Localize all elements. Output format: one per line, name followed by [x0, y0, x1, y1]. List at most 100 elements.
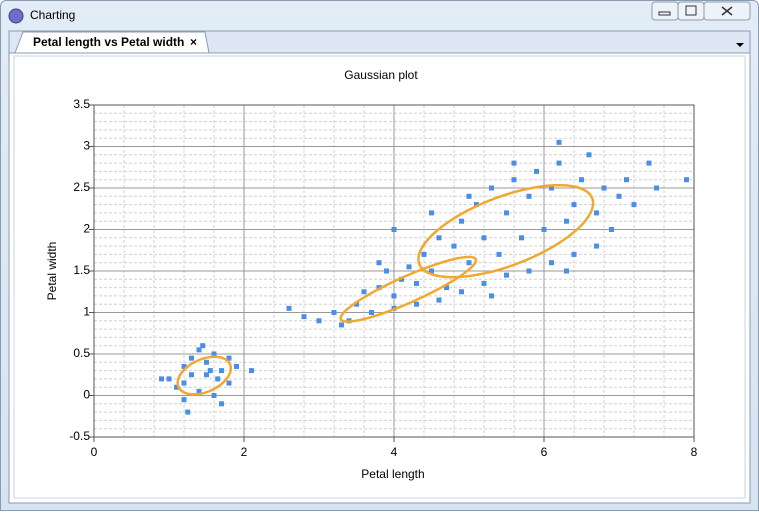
point [631, 202, 637, 208]
point [556, 139, 562, 145]
point [481, 235, 487, 241]
point [489, 185, 494, 191]
point [601, 185, 607, 191]
plot-frame [93, 104, 695, 438]
point [609, 227, 614, 232]
x-axis-label: Petal length [361, 467, 424, 481]
point [511, 160, 517, 166]
point [226, 380, 232, 386]
point [549, 260, 554, 266]
y-tick-label: 3.5 [73, 97, 90, 111]
y-tick-label: -0.5 [69, 429, 90, 443]
point [571, 202, 577, 208]
window-buttons[interactable] [651, 1, 751, 21]
point [211, 393, 217, 398]
point [181, 363, 187, 369]
point [594, 210, 599, 216]
point [459, 218, 464, 224]
chart-title: Gaussian plot [344, 68, 418, 82]
point [511, 177, 517, 183]
point [556, 160, 562, 166]
point [391, 293, 397, 299]
point [354, 301, 359, 307]
point [376, 260, 382, 266]
x-tick-label: 6 [541, 445, 548, 459]
point [496, 251, 502, 257]
point [185, 409, 191, 415]
point [594, 243, 599, 249]
point [421, 251, 427, 257]
point [219, 368, 224, 374]
point [571, 251, 577, 257]
point [174, 384, 179, 390]
tab-dropdown[interactable] [736, 43, 744, 47]
point [361, 289, 367, 295]
point [414, 280, 419, 286]
window-title: Charting [30, 8, 75, 22]
point [616, 193, 622, 199]
point [211, 351, 217, 357]
tab-close[interactable]: × [190, 35, 197, 49]
app-icon [8, 8, 24, 24]
tab-label[interactable]: Petal length vs Petal width [33, 35, 184, 49]
point [489, 293, 494, 299]
point [466, 193, 472, 199]
point [564, 268, 569, 274]
point [466, 260, 472, 266]
point [579, 177, 584, 183]
point [504, 272, 509, 278]
point [286, 305, 292, 311]
x-tick-label: 0 [91, 445, 98, 459]
point [339, 322, 344, 328]
point [249, 368, 254, 374]
y-tick-label: 2 [83, 222, 90, 236]
point [226, 355, 232, 361]
point [459, 289, 464, 295]
tab[interactable] [14, 31, 210, 54]
point [444, 285, 449, 291]
point [316, 318, 322, 324]
point [204, 372, 209, 378]
y-tick-label: 2.5 [73, 180, 90, 194]
point [504, 210, 509, 216]
point [624, 177, 629, 183]
point [200, 343, 206, 349]
point [429, 268, 434, 274]
y-tick-label: 3 [83, 139, 90, 153]
point [526, 268, 532, 274]
point [215, 376, 221, 382]
point [436, 297, 442, 303]
x-tick-label: 8 [691, 445, 698, 459]
point [331, 310, 337, 315]
x-tick-label: 2 [241, 445, 248, 459]
point [564, 218, 569, 224]
point [189, 355, 194, 361]
point [541, 227, 547, 232]
point [549, 185, 554, 191]
point [519, 235, 524, 241]
point [391, 227, 397, 232]
point [234, 363, 239, 369]
y-tick-label: 0 [83, 388, 90, 402]
point [481, 280, 487, 286]
point [384, 268, 389, 274]
y-tick-label: 1.5 [73, 263, 90, 277]
plot: 0 2 4 6 8-0.500.511.522.533.5 [69, 97, 697, 459]
y-tick-label: 1 [83, 305, 90, 319]
y-tick-label: 0.5 [73, 346, 90, 360]
point [429, 210, 434, 216]
point [159, 376, 164, 382]
point [406, 264, 412, 270]
point [534, 168, 539, 174]
point [684, 177, 689, 183]
gaussian-ellipse [417, 183, 595, 279]
point [526, 193, 532, 199]
x-tick-label: 4 [391, 445, 398, 459]
point [301, 314, 307, 320]
point [369, 310, 374, 315]
point [204, 359, 209, 365]
point [436, 235, 442, 241]
point [196, 388, 202, 394]
point [189, 372, 194, 378]
